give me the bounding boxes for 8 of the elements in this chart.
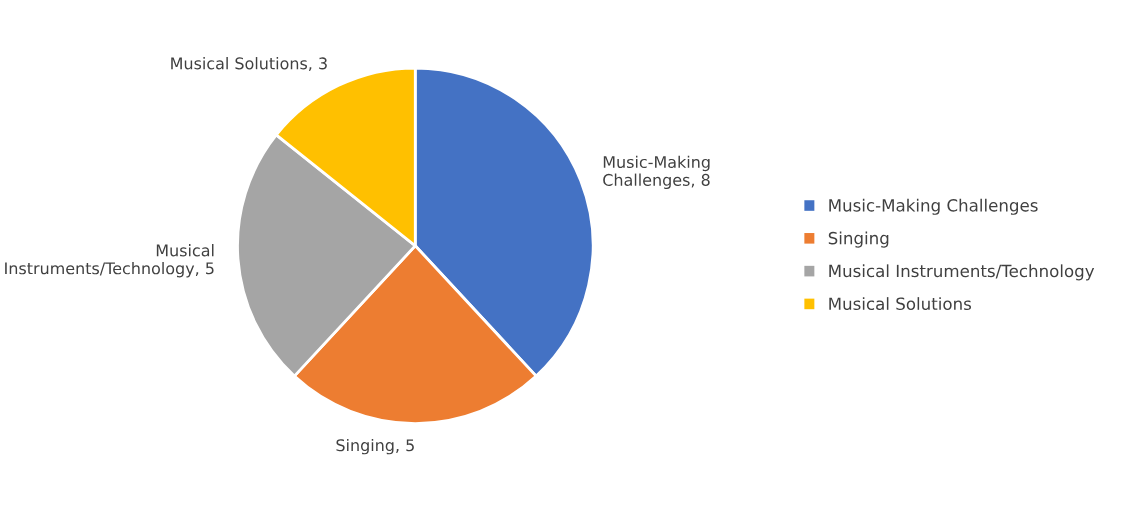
legend-label: Musical Instruments/Technology [829,264,1095,281]
data-label: Music-Making Challenges, 8 [603,155,710,190]
data-label: Musical Solutions, 3 [171,57,327,72]
data-label: Musical Instruments/Technology, 5 [5,244,214,278]
legend-label: Singing [828,231,889,248]
legend-label: Musical Solutions [829,297,972,311]
legend-label: Music-Making Challenges [829,198,1038,215]
data-label: Singing, 5 [336,438,414,455]
